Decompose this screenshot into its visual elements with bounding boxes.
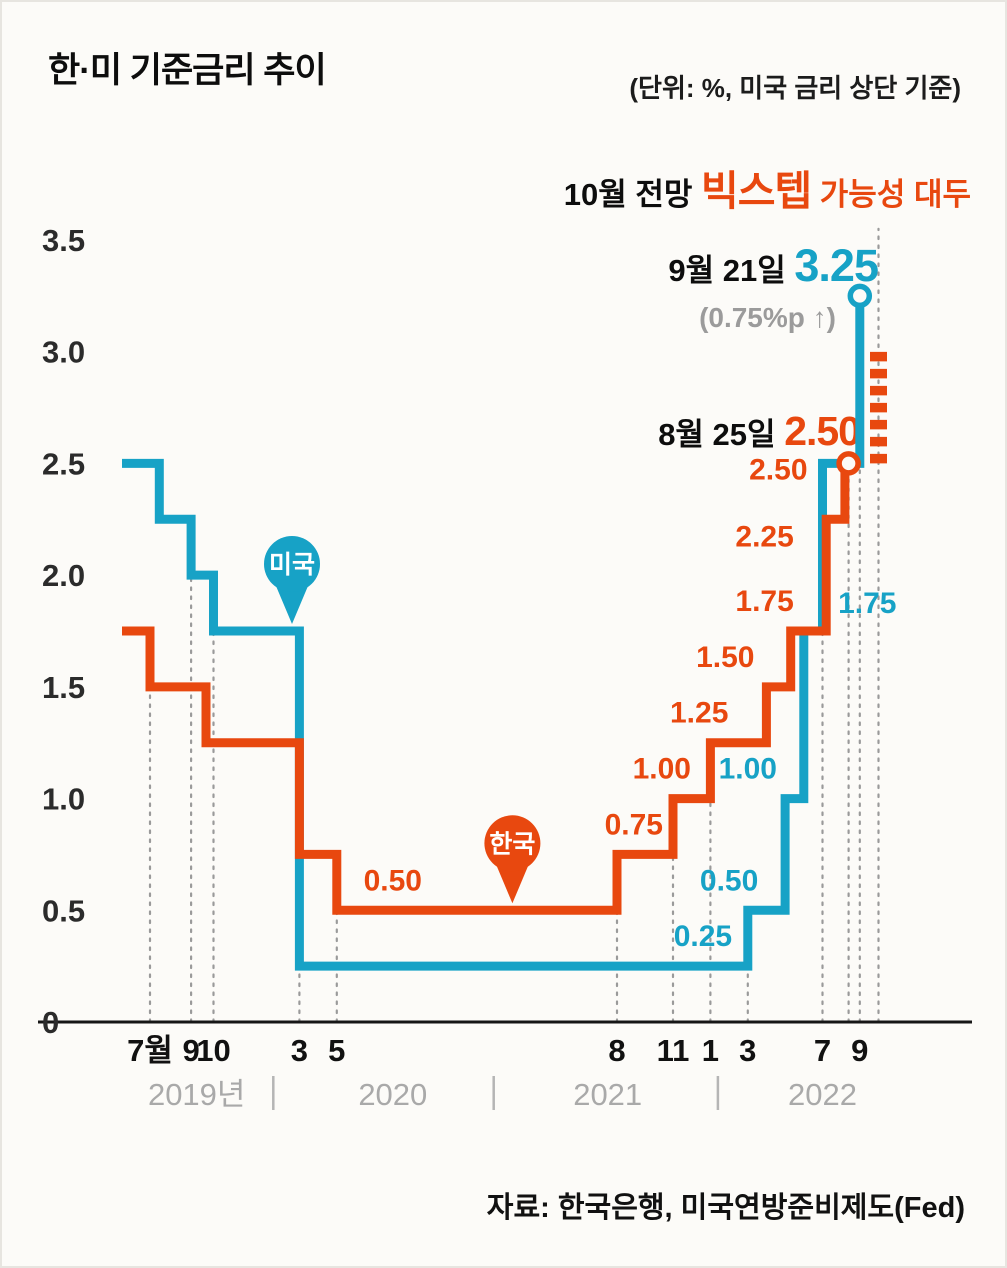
us-pin-pointer [276,586,308,624]
korea-endpoint-marker [836,451,861,476]
forecast-highlight: 빅스텝 [701,168,812,214]
x-tick-label: 9 [182,1033,199,1068]
source-note: 자료: 한국은행, 미국연방준비제도(Fed) [486,1192,965,1224]
x-tick-label: 9 [851,1033,868,1068]
x-tick-label: 7 [814,1033,831,1068]
year-label: 2019년 [148,1077,245,1112]
y-tick-label: 2.5 [42,446,85,481]
x-tick-label: 10 [196,1033,230,1068]
x-tick-label: 7월 [127,1033,173,1068]
page-title: 한·미 기준금리 추이 [48,51,327,90]
sep21-date: 9월 21일 [668,253,795,288]
value-label-korea-2.50: 2.50 [749,453,807,486]
aug25-annotation: 8월 25일 2.50 [658,408,861,454]
y-tick-label: 1.5 [42,670,85,705]
y-tick-label: 3.5 [42,223,85,258]
y-tick-label: 1.0 [42,782,85,817]
y-tick-label: 0.5 [42,893,85,928]
sep21-annotation: 9월 21일 3.25 [668,240,879,291]
x-tick-label: 5 [328,1033,345,1068]
us-endpoint-marker [847,283,873,309]
value-label-us-1.75: 1.75 [838,587,896,620]
x-tick-label: 3 [739,1033,756,1068]
us-pin [264,536,320,592]
korea-line [122,458,850,915]
aug25-date: 8월 25일 [658,417,785,452]
forecast-suffix: 가능성 대두 [811,177,971,212]
year-label: 2022 [788,1077,857,1112]
y-tick-label: 0 [42,1005,59,1040]
unit-note: (단위: %, 미국 금리 상단 기준) [629,73,961,103]
y-tick-label: 3.0 [42,335,85,370]
value-label-korea-2.25: 2.25 [735,520,793,553]
korea-pin-pointer [496,865,529,904]
value-label-korea-0.75: 0.75 [605,808,663,841]
sep21-value: 3.25 [794,240,879,291]
value-label-korea-1.50: 1.50 [696,641,754,674]
sep21-change-note: (0.75%p ↑) [699,302,836,333]
value-label-korea-1.75: 1.75 [735,585,793,618]
value-label-korea-0.50: 0.50 [364,864,422,897]
x-tick-label: 3 [291,1033,308,1068]
value-label-korea-1.25: 1.25 [670,697,728,730]
x-tick-label: 8 [608,1033,625,1068]
korea-pin [484,815,541,872]
year-label: 2021 [573,1077,642,1112]
year-label: 2020 [358,1077,427,1112]
x-tick-label: 1 [702,1033,719,1068]
value-label-us-0.25: 0.25 [674,920,732,953]
value-label-us-1.00: 1.00 [719,753,777,786]
x-tick-label: 11 [657,1033,690,1068]
forecast-prefix: 10월 전망 [563,177,701,212]
forecast-annotation: 10월 전망 빅스텝 가능성 대두 [563,168,971,214]
us-pin-label: 미국 [269,551,315,579]
value-label-korea-1.00: 1.00 [633,753,691,786]
korea-pin-label: 한국 [489,830,535,858]
aug25-value: 2.50 [784,408,861,454]
y-tick-label: 2.0 [42,558,85,593]
value-label-us-0.50: 0.50 [700,864,758,897]
